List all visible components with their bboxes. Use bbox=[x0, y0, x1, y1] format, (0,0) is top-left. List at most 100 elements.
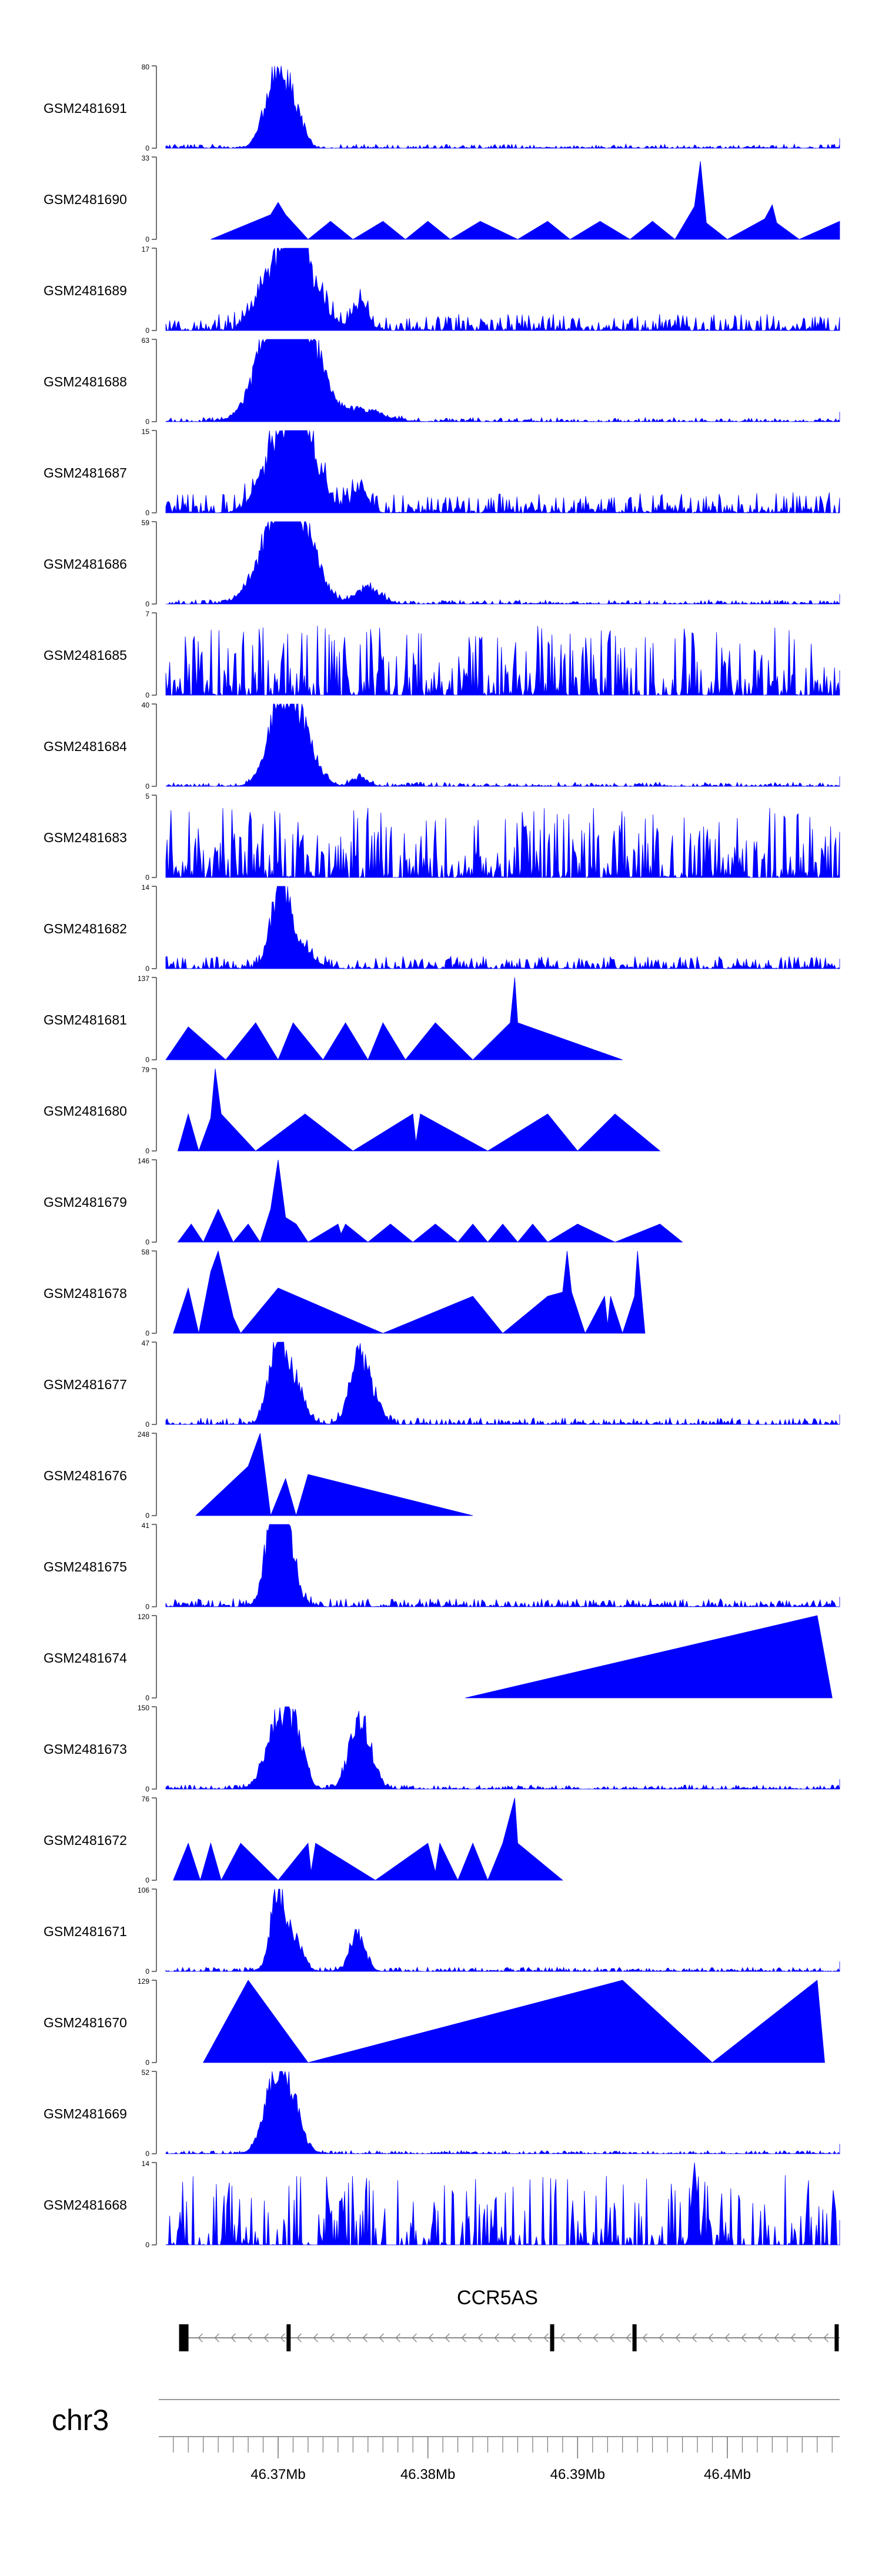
strand-arrow bbox=[477, 2333, 483, 2343]
strand-arrow bbox=[790, 2333, 796, 2343]
strand-arrow bbox=[247, 2333, 252, 2343]
track-gsm2481688: GSM2481688 63 0 bbox=[44, 336, 840, 426]
track-label: GSM2481687 bbox=[44, 465, 127, 481]
strand-arrow bbox=[346, 2333, 351, 2343]
track-ymax-label: 7 bbox=[145, 610, 149, 618]
track-ymin-label: 0 bbox=[145, 2058, 149, 2067]
coverage-area bbox=[165, 430, 840, 514]
track-label: GSM2481669 bbox=[44, 2106, 127, 2121]
strand-arrow bbox=[807, 2333, 812, 2343]
track-gsm2481686: GSM2481686 59 0 bbox=[44, 519, 840, 608]
track-ymin-label: 0 bbox=[145, 1147, 149, 1155]
track-gsm2481676: GSM2481676 248 0 bbox=[44, 1430, 473, 1520]
track-ymin-label: 0 bbox=[145, 1420, 149, 1429]
track-ymin-label: 0 bbox=[145, 2150, 149, 2158]
track-label: GSM2481690 bbox=[44, 192, 127, 207]
strand-arrow bbox=[741, 2333, 746, 2343]
track-ymin-label: 0 bbox=[145, 235, 149, 243]
track-ymax-label: 41 bbox=[142, 1521, 150, 1530]
track-ymax-label: 146 bbox=[138, 1157, 149, 1165]
track-ymax-label: 80 bbox=[142, 63, 150, 71]
track-ymax-label: 63 bbox=[142, 336, 150, 345]
strand-arrow bbox=[214, 2333, 219, 2343]
tick-label: 46.37Mb bbox=[250, 2467, 305, 2482]
strand-arrow bbox=[313, 2333, 318, 2343]
coverage-area bbox=[211, 161, 840, 240]
coverage-area bbox=[165, 1524, 840, 1608]
strand-arrow bbox=[494, 2333, 499, 2343]
track-ymin-label: 0 bbox=[145, 1876, 149, 1884]
strand-arrow bbox=[461, 2333, 466, 2343]
track-label: GSM2481672 bbox=[44, 1833, 127, 1848]
coverage-area bbox=[177, 1159, 683, 1243]
track-gsm2481680: GSM2481680 79 0 bbox=[44, 1066, 661, 1155]
track-label: GSM2481676 bbox=[44, 1468, 127, 1483]
exon-block bbox=[550, 2324, 554, 2351]
coverage-area bbox=[177, 1068, 661, 1152]
coverage-area bbox=[173, 1797, 564, 1881]
strand-arrow bbox=[527, 2333, 532, 2343]
coverage-area bbox=[165, 703, 840, 787]
coverage-area bbox=[465, 1615, 833, 1699]
track-label: GSM2481675 bbox=[44, 1559, 127, 1574]
strand-arrow bbox=[626, 2333, 631, 2343]
track-ymax-label: 150 bbox=[138, 1704, 149, 1712]
track-ymin-label: 0 bbox=[145, 782, 149, 790]
track-gsm2481674: GSM2481674 120 0 bbox=[44, 1613, 833, 1702]
coverage-area bbox=[165, 977, 623, 1060]
track-ymin-label: 0 bbox=[145, 1603, 149, 1611]
coverage-area bbox=[165, 1342, 840, 1426]
coverage-area bbox=[203, 1980, 825, 2063]
track-label: GSM2481683 bbox=[44, 830, 127, 845]
track-label: GSM2481682 bbox=[44, 921, 127, 936]
coverage-area bbox=[165, 807, 840, 879]
track-ymin-label: 0 bbox=[145, 418, 149, 426]
strand-arrow bbox=[609, 2333, 614, 2343]
track-label: GSM2481673 bbox=[44, 1741, 127, 1757]
track-ymin-label: 0 bbox=[145, 691, 149, 699]
track-ymax-label: 79 bbox=[142, 1066, 150, 1074]
exon-block bbox=[179, 2324, 189, 2351]
coverage-area bbox=[166, 521, 840, 605]
coverage-area bbox=[165, 2071, 840, 2154]
strand-arrow bbox=[230, 2333, 236, 2343]
track-gsm2481675: GSM2481675 41 0 bbox=[44, 1521, 840, 1611]
gene-name-label: CCR5AS bbox=[457, 2287, 538, 2309]
track-gsm2481678: GSM2481678 58 0 bbox=[44, 1248, 646, 1337]
coverage-area bbox=[165, 625, 840, 696]
track-ymax-label: 58 bbox=[142, 1248, 150, 1256]
track-ymin-label: 0 bbox=[145, 600, 149, 608]
track-ymax-label: 14 bbox=[142, 883, 150, 892]
track-ymin-label: 0 bbox=[145, 965, 149, 973]
track-ymax-label: 129 bbox=[138, 1977, 149, 1986]
track-gsm2481671: GSM2481671 106 0 bbox=[44, 1886, 840, 1976]
strand-arrow bbox=[724, 2333, 730, 2343]
track-ymax-label: 47 bbox=[142, 1339, 150, 1347]
track-ymin-label: 0 bbox=[145, 509, 149, 517]
coverage-area bbox=[165, 65, 840, 149]
coverage-area bbox=[165, 1706, 840, 1790]
track-ymin-label: 0 bbox=[145, 1238, 149, 1246]
track-ymin-label: 0 bbox=[145, 1785, 149, 1793]
strand-arrow bbox=[642, 2333, 647, 2343]
track-label: GSM2481689 bbox=[44, 283, 127, 298]
track-label: GSM2481688 bbox=[44, 374, 127, 389]
track-gsm2481673: GSM2481673 150 0 bbox=[44, 1704, 840, 1793]
strand-arrow bbox=[823, 2333, 828, 2343]
track-gsm2481681: GSM2481681 137 0 bbox=[44, 975, 623, 1064]
track-ymin-label: 0 bbox=[145, 326, 149, 335]
track-ymax-label: 59 bbox=[142, 519, 150, 527]
track-label: GSM2481684 bbox=[44, 739, 127, 754]
strand-arrow bbox=[445, 2333, 450, 2343]
strand-arrow bbox=[675, 2333, 680, 2343]
track-label: GSM2481678 bbox=[44, 1286, 127, 1301]
track-gsm2481683: GSM2481683 5 0 bbox=[44, 792, 840, 882]
track-ymax-label: 76 bbox=[142, 1795, 150, 1803]
track-label: GSM2481691 bbox=[44, 101, 127, 116]
track-gsm2481672: GSM2481672 76 0 bbox=[44, 1795, 564, 1884]
track-ymin-label: 0 bbox=[145, 1056, 149, 1064]
strand-arrow bbox=[296, 2333, 302, 2343]
coverage-area bbox=[165, 886, 840, 970]
track-label: GSM2481680 bbox=[44, 1103, 127, 1119]
